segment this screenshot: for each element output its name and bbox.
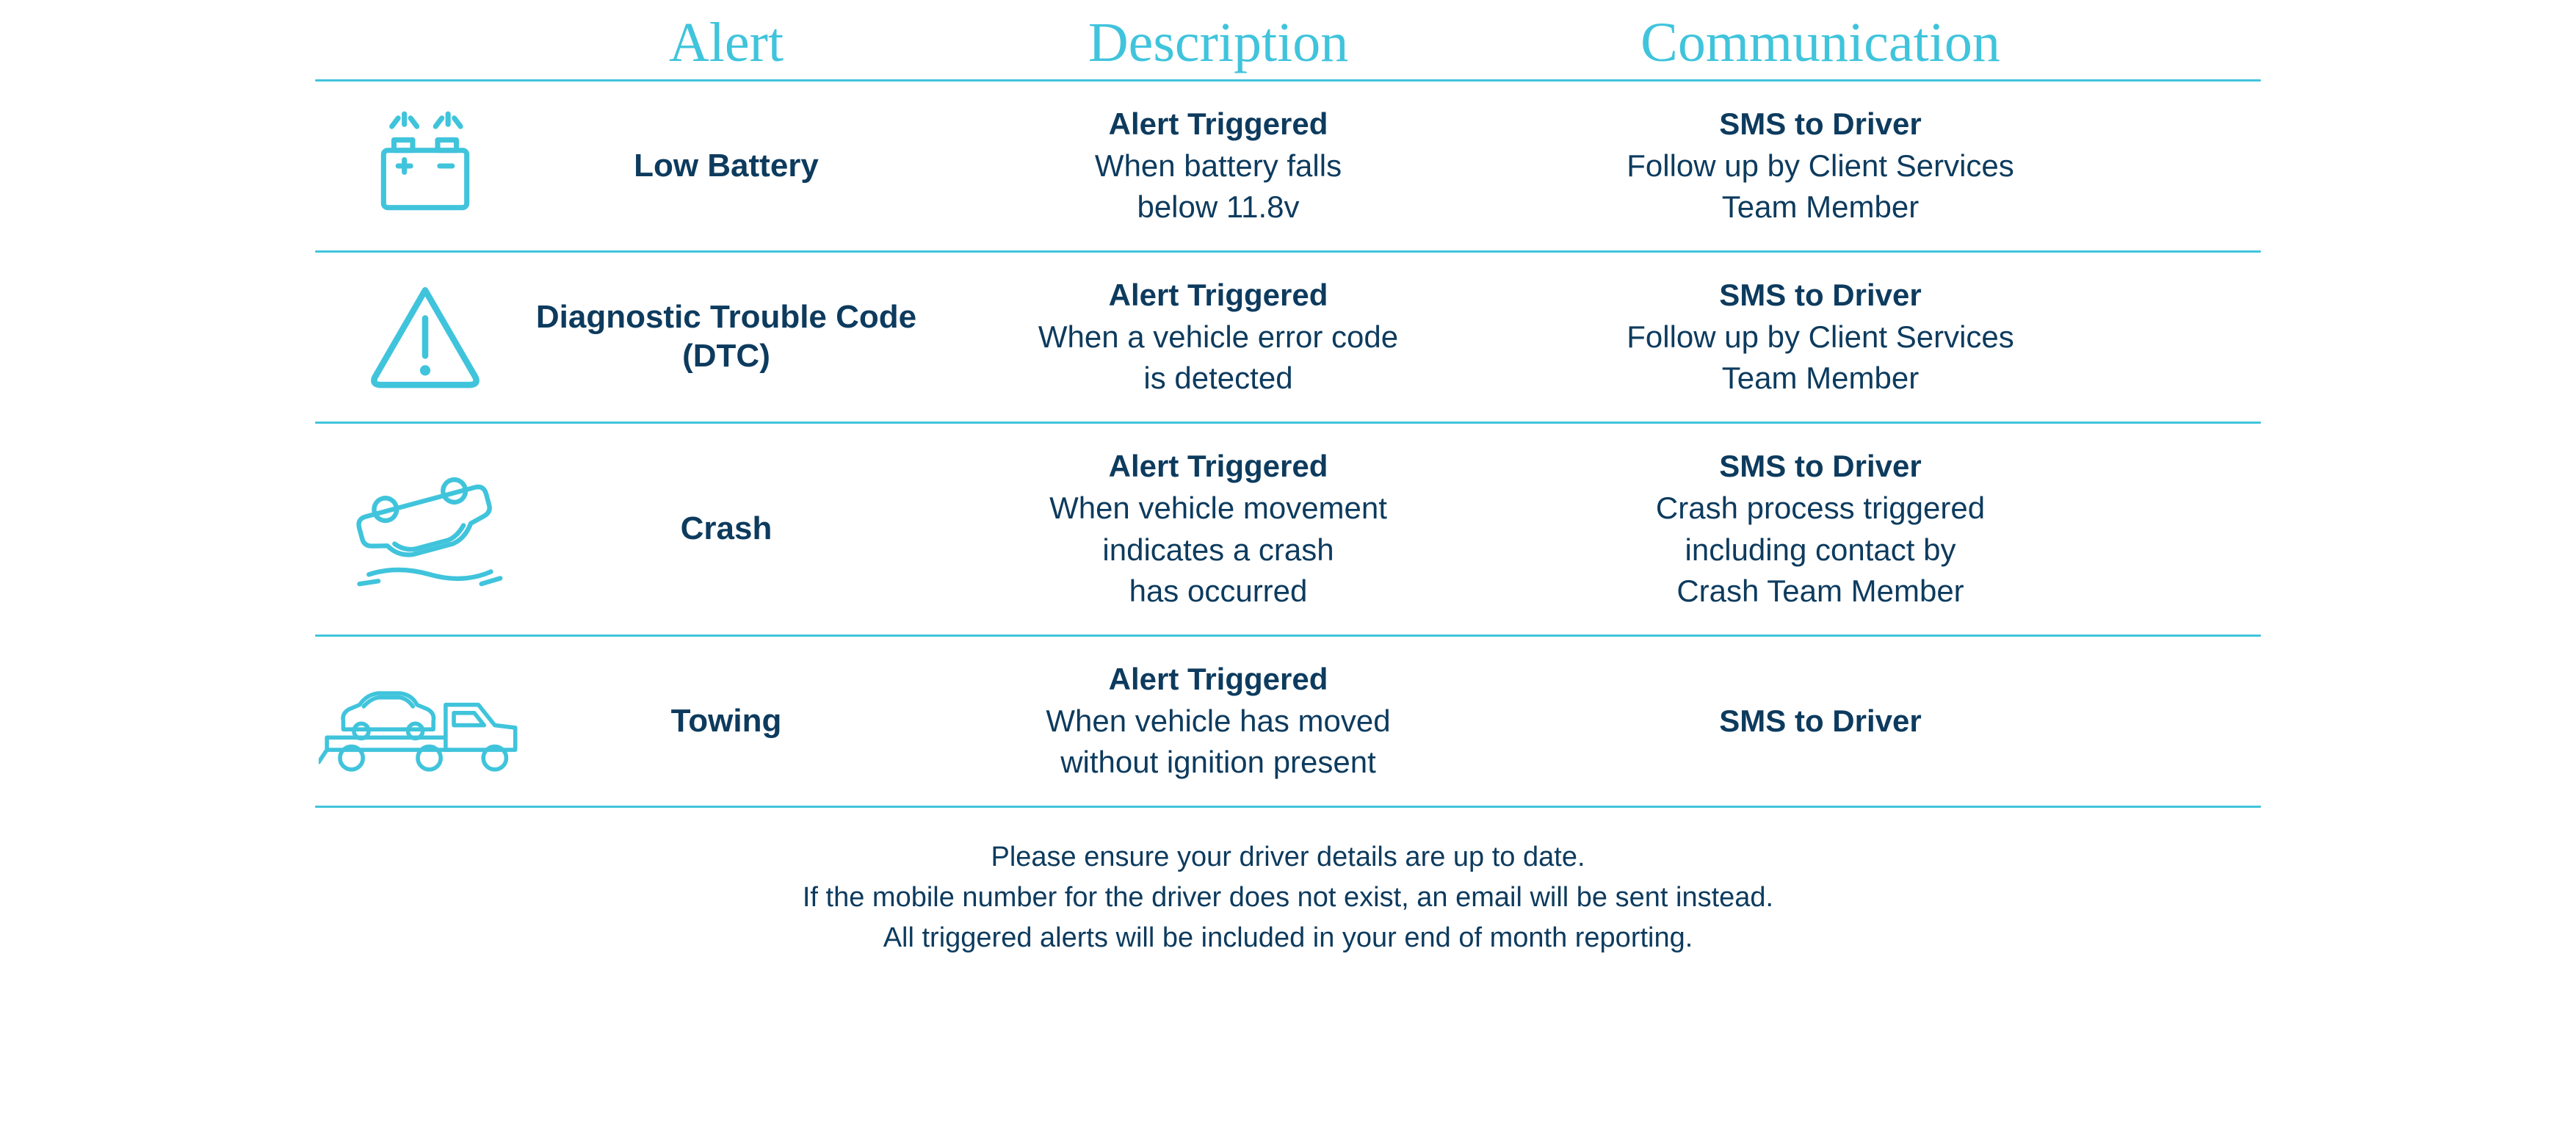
description-cell: Alert Triggered When a vehicle error cod… bbox=[917, 275, 1519, 400]
desc-line: When vehicle movement bbox=[917, 488, 1519, 529]
communication-cell: SMS to Driver bbox=[1519, 701, 2121, 742]
table-row: Crash Alert Triggered When vehicle movem… bbox=[315, 424, 2261, 634]
header-alert: Alert bbox=[535, 15, 917, 70]
comm-line: Follow up by Client Services bbox=[1519, 145, 2121, 187]
alert-name: Low Battery bbox=[535, 147, 917, 186]
alert-name: Crash bbox=[535, 510, 917, 549]
desc-bold: Alert Triggered bbox=[917, 275, 1519, 317]
desc-line: indicates a crash bbox=[917, 529, 1519, 571]
desc-line: When battery falls bbox=[917, 145, 1519, 187]
warning-icon bbox=[315, 275, 535, 400]
footer-line: If the mobile number for the driver does… bbox=[315, 878, 2261, 918]
table-row: Towing Alert Triggered When vehicle has … bbox=[315, 637, 2261, 806]
desc-line: has occurred bbox=[917, 571, 1519, 612]
comm-line: Crash Team Member bbox=[1519, 571, 2121, 612]
comm-bold: SMS to Driver bbox=[1519, 701, 2121, 742]
alert-name: Towing bbox=[535, 702, 917, 741]
alert-name: Diagnostic Trouble Code (DTC) bbox=[535, 298, 917, 376]
communication-cell: SMS to Driver Crash process triggered in… bbox=[1519, 446, 2121, 612]
table-row: Diagnostic Trouble Code (DTC) Alert Trig… bbox=[315, 253, 2261, 422]
desc-bold: Alert Triggered bbox=[917, 446, 1519, 488]
footer-notes: Please ensure your driver details are up… bbox=[315, 837, 2261, 958]
header-description: Description bbox=[917, 15, 1519, 70]
desc-line: is detected bbox=[917, 358, 1519, 400]
footer-line: All triggered alerts will be included in… bbox=[315, 918, 2261, 958]
tow-truck-icon bbox=[315, 659, 535, 784]
communication-cell: SMS to Driver Follow up by Client Servic… bbox=[1519, 275, 2121, 400]
desc-bold: Alert Triggered bbox=[917, 659, 1519, 701]
comm-bold: SMS to Driver bbox=[1519, 104, 2121, 145]
comm-line: Follow up by Client Services bbox=[1519, 317, 2121, 358]
table-row: Low Battery Alert Triggered When battery… bbox=[315, 82, 2261, 250]
comm-line: Crash process triggered bbox=[1519, 488, 2121, 529]
comm-line: Team Member bbox=[1519, 187, 2121, 228]
description-cell: Alert Triggered When battery falls below… bbox=[917, 104, 1519, 228]
communication-cell: SMS to Driver Follow up by Client Servic… bbox=[1519, 104, 2121, 228]
comm-line: Team Member bbox=[1519, 358, 2121, 400]
desc-line: When a vehicle error code bbox=[917, 317, 1519, 358]
crash-icon bbox=[315, 463, 535, 596]
alerts-table: Alert Description Communication Low Batt… bbox=[315, 15, 2261, 958]
divider bbox=[315, 806, 2261, 808]
comm-line: including contact by bbox=[1519, 529, 2121, 571]
footer-line: Please ensure your driver details are up… bbox=[315, 837, 2261, 878]
comm-bold: SMS to Driver bbox=[1519, 446, 2121, 488]
header-communication: Communication bbox=[1519, 15, 2121, 70]
desc-line: below 11.8v bbox=[917, 187, 1519, 228]
desc-bold: Alert Triggered bbox=[917, 104, 1519, 145]
comm-bold: SMS to Driver bbox=[1519, 275, 2121, 317]
desc-line: When vehicle has moved bbox=[917, 701, 1519, 742]
desc-line: without ignition present bbox=[917, 742, 1519, 784]
description-cell: Alert Triggered When vehicle movement in… bbox=[917, 446, 1519, 612]
table-header-row: Alert Description Communication bbox=[315, 15, 2261, 79]
battery-icon bbox=[315, 104, 535, 228]
description-cell: Alert Triggered When vehicle has moved w… bbox=[917, 659, 1519, 784]
